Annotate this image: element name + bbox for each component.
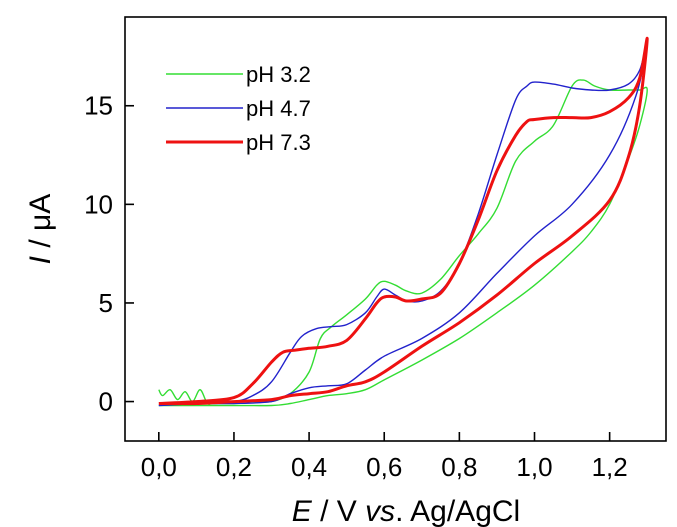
- x-tick-label: 1,2: [592, 452, 628, 482]
- x-axis-label-var: E: [292, 495, 313, 527]
- legend-label-ph-4-7: pH 4.7: [246, 96, 311, 121]
- x-axis-label: E / V vs. Ag/AgCl: [292, 495, 520, 527]
- x-tick-label: 0,4: [291, 452, 327, 482]
- y-axis-ticks: 0 5 10 15: [84, 91, 134, 417]
- x-axis-ticks: 0,0 0,2 0,4 0,6 0,8 1,0 1,2: [141, 432, 628, 482]
- x-tick-label: 0,0: [141, 452, 177, 482]
- x-axis-label-ref: . Ag/AgCl: [395, 495, 520, 527]
- x-axis-label-unit: / V: [312, 495, 365, 527]
- legend-label-ph-3-2: pH 3.2: [246, 62, 311, 87]
- legend-label-ph-7-3: pH 7.3: [246, 130, 311, 155]
- x-tick-label: 0,2: [216, 452, 252, 482]
- y-tick-label: 15: [84, 91, 113, 121]
- x-tick-label: 0,6: [366, 452, 402, 482]
- series-layer: [158, 37, 649, 407]
- x-tick-label: 1,0: [516, 452, 552, 482]
- x-tick-label: 0,8: [441, 452, 477, 482]
- series-line-ph-7-3: [158, 37, 649, 406]
- plot-frame: [124, 16, 667, 442]
- y-tick-label: 10: [84, 189, 113, 219]
- series-line-ph-4-7: [158, 41, 648, 407]
- y-axis-label-var: I: [24, 256, 57, 264]
- legend: pH 3.2 pH 4.7 pH 7.3: [166, 62, 311, 155]
- x-axis-label-vs: vs: [365, 495, 395, 527]
- y-tick-label: 5: [99, 288, 113, 318]
- y-tick-label: 0: [99, 387, 113, 417]
- y-axis-label: I / μA: [24, 194, 57, 265]
- series-line-ph-3-2: [158, 79, 648, 407]
- y-axis-label-unit: / μA: [24, 194, 57, 256]
